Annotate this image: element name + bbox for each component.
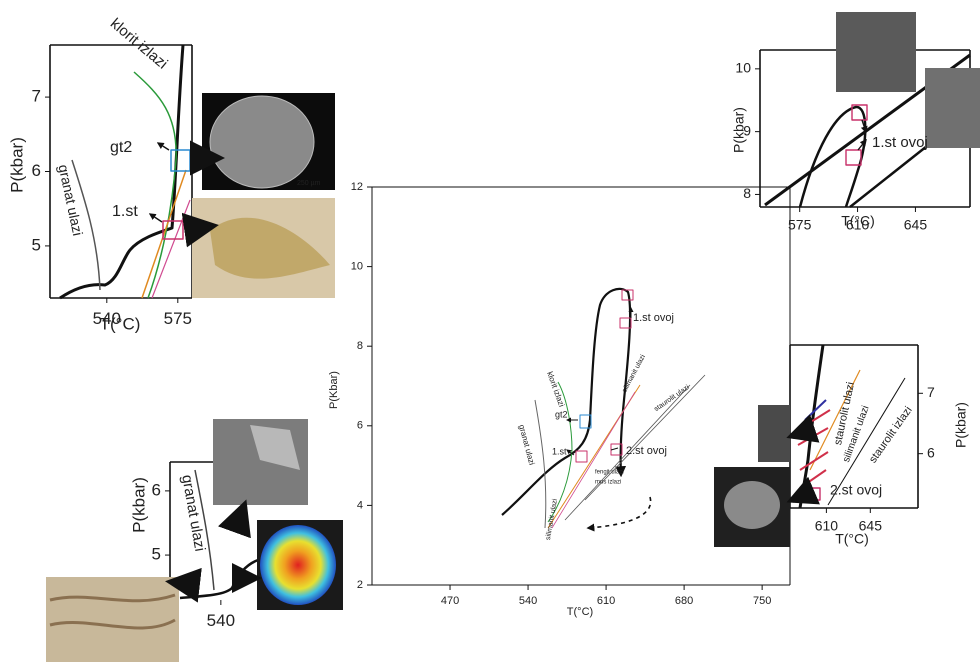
annotation: 1.st (552, 446, 567, 456)
annotation: 250 µm (297, 180, 321, 187)
annotation: silimanit ulazi (621, 353, 647, 393)
annotation: 2.st ovoj (830, 482, 882, 498)
annotation: staurolit izlazi (867, 404, 915, 465)
y-axis-label: P(kbar) (731, 107, 747, 153)
x-tick-label: 575 (788, 216, 812, 232)
x-axis-label: T(°C) (835, 531, 869, 547)
image (925, 68, 980, 148)
images (46, 12, 980, 662)
annotation: gt2 (110, 139, 132, 156)
y-tick-label: 5 (32, 235, 41, 254)
x-axis-label: T(°C) (100, 314, 141, 333)
annotation: klorit izlazi (545, 370, 566, 408)
annotation: 2.st ovoj (626, 445, 667, 457)
y-tick-label: 6 (927, 444, 935, 460)
y-tick-label: 10 (351, 261, 363, 273)
x-tick-label: 750 (753, 595, 771, 607)
annotation: mus izlazi (595, 480, 621, 486)
x-tick-label: 540 (519, 595, 537, 607)
y-axis-label: P(Kbar) (328, 371, 340, 409)
x-tick-label: 575 (164, 309, 192, 328)
annotation: fengit ulazi (595, 470, 624, 476)
y-tick-label: 6 (152, 480, 161, 499)
image (758, 405, 790, 462)
x-tick-label: 645 (904, 216, 928, 232)
y-axis-label: P(kbar) (953, 402, 969, 448)
annotation: 1.st (112, 203, 138, 220)
annotation: gt2 (555, 409, 568, 419)
y-axis-label: P(kbar) (7, 137, 26, 193)
x-tick-label: 470 (441, 595, 459, 607)
x-axis-label: T(°C) (567, 606, 593, 618)
y-tick-label: 5 (152, 545, 161, 564)
y-tick-label: 10 (735, 60, 751, 76)
y-tick-label: 9 (743, 122, 751, 138)
y-tick-label: 6 (32, 161, 41, 180)
x-tick-label: 610 (597, 595, 615, 607)
y-axis-label: P(kbar) (129, 477, 148, 533)
annotation: klorit izlazi (107, 15, 171, 72)
y-tick-label: 7 (32, 87, 41, 106)
annotation: 1.st ovoj (872, 134, 928, 151)
image (836, 12, 916, 92)
x-tick-label: 680 (675, 595, 693, 607)
x-tick-label: 610 (815, 517, 839, 533)
annotation: granat ulazi (55, 163, 86, 237)
x-tick-label: 610 (846, 216, 870, 232)
annotation: granat ulazi (517, 424, 536, 466)
y-tick-label: 12 (351, 181, 363, 193)
x-tick-label: 540 (207, 611, 235, 630)
annotation: 1.st ovoj (633, 312, 674, 324)
y-tick-label: 8 (357, 340, 363, 352)
y-tick-label: 8 (743, 185, 751, 201)
image-grain (209, 95, 315, 189)
y-tick-label: 6 (357, 420, 363, 432)
y-tick-label: 4 (357, 499, 363, 511)
y-tick-label: 2 (357, 579, 363, 591)
y-tick-label: 7 (927, 384, 935, 400)
x-tick-label: 645 (859, 517, 883, 533)
x-axis-label: T(°C) (841, 213, 875, 229)
x-tick-label: 540 (93, 309, 121, 328)
image (46, 577, 179, 662)
